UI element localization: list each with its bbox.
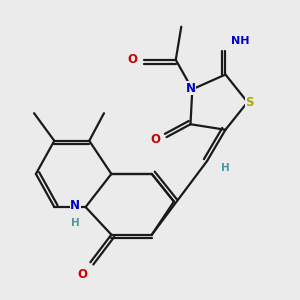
Text: O: O: [127, 53, 137, 66]
Text: S: S: [245, 96, 254, 109]
Text: O: O: [77, 268, 87, 281]
Text: O: O: [151, 133, 160, 146]
Text: NH: NH: [231, 36, 249, 46]
Text: H: H: [221, 163, 230, 173]
Text: H: H: [71, 218, 80, 227]
Text: N: N: [185, 82, 196, 95]
Text: N: N: [70, 199, 80, 212]
